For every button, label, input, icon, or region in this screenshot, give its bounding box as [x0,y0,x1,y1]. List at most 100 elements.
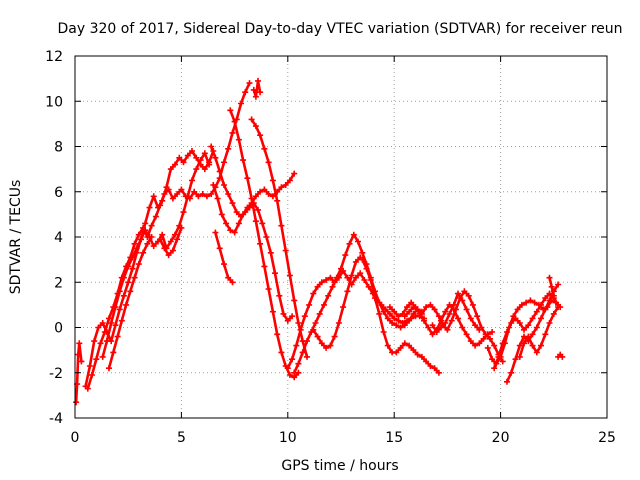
data-point [435,313,442,320]
series-trace [86,81,251,390]
data-point [401,340,408,347]
data-point [314,333,321,340]
data-point [127,288,134,295]
data-point [367,277,374,283]
data-point [229,279,236,286]
data-point [184,193,191,200]
data-point [282,247,289,254]
y-tick-label: 12 [45,49,63,65]
data-point [438,324,444,331]
data-point [238,100,244,107]
data-point [408,299,415,306]
data-point [504,329,510,335]
data-point [114,333,121,340]
data-point [550,292,557,299]
data-point [257,240,264,247]
y-tick-label: 4 [54,230,63,246]
data-point [78,358,85,365]
data-point [512,356,519,363]
data-point [257,188,264,195]
data-point [278,349,285,356]
data-point [318,279,325,286]
data-point [397,344,404,351]
data-point [120,292,127,299]
data-point [233,209,240,216]
data-point [359,249,366,256]
data-point [229,129,236,136]
data-point [487,335,493,342]
data-point [323,344,330,351]
data-point [221,159,227,166]
data-point [295,320,302,326]
y-tick-labels: -4 -2 0 2 4 6 8 10 12 [45,49,63,427]
data-point [414,306,421,313]
series-trace [292,233,424,375]
data-point [116,288,123,295]
data-point [423,358,430,365]
data-point [172,161,178,168]
data-point [165,252,172,259]
data-point [295,360,302,367]
data-point [529,342,536,349]
data-point [555,281,562,288]
data-point [231,118,238,125]
y-tick-label: 8 [54,140,63,156]
data-point [227,107,234,114]
data-point [533,308,540,315]
data-point [269,308,276,315]
data-point [180,209,187,216]
data-point [240,157,247,164]
data-point [291,170,298,177]
data-point [235,136,242,143]
data-point [284,365,291,372]
data-point [482,331,489,338]
data-point [508,369,515,376]
data-point [99,320,106,326]
data-point [316,310,323,317]
data-point [112,304,119,311]
data-point [167,238,174,245]
data-point [461,288,468,295]
data-point [221,261,227,268]
data-point [508,320,515,326]
data-point [550,310,557,317]
data-point [161,245,168,252]
data-point [418,353,425,360]
data-point [304,353,310,360]
grid-lines [75,56,607,418]
data-point [291,369,298,376]
data-point [476,340,483,347]
data-point [269,177,276,184]
data-point [542,306,549,313]
data-point [323,277,330,283]
y-tick-label: 2 [54,275,63,291]
data-point [140,249,147,256]
data-series [73,77,566,406]
data-point [197,157,204,164]
data-point [108,320,115,326]
data-point [257,89,264,96]
data-point [265,159,272,166]
x-axis-label: GPS time / hours [281,458,398,474]
data-point [391,308,398,315]
data-point [276,292,283,299]
data-point [225,274,232,281]
data-point [410,304,417,311]
data-point [257,132,264,139]
y-axis-label: SDTVAR / TECUs [8,180,24,295]
data-point [73,399,80,406]
chart-title: Day 320 of 2017, Sidereal Day-to-day VTE… [57,21,622,37]
data-point [169,195,176,202]
data-point [150,243,157,250]
data-point [459,297,466,304]
x-tick-label: 25 [598,430,616,446]
data-point [546,274,553,281]
data-point [472,322,479,329]
series-trace [312,256,362,350]
data-point [533,324,540,331]
data-point [135,231,142,238]
y-tick-label: 6 [54,185,63,201]
data-point [248,116,255,123]
